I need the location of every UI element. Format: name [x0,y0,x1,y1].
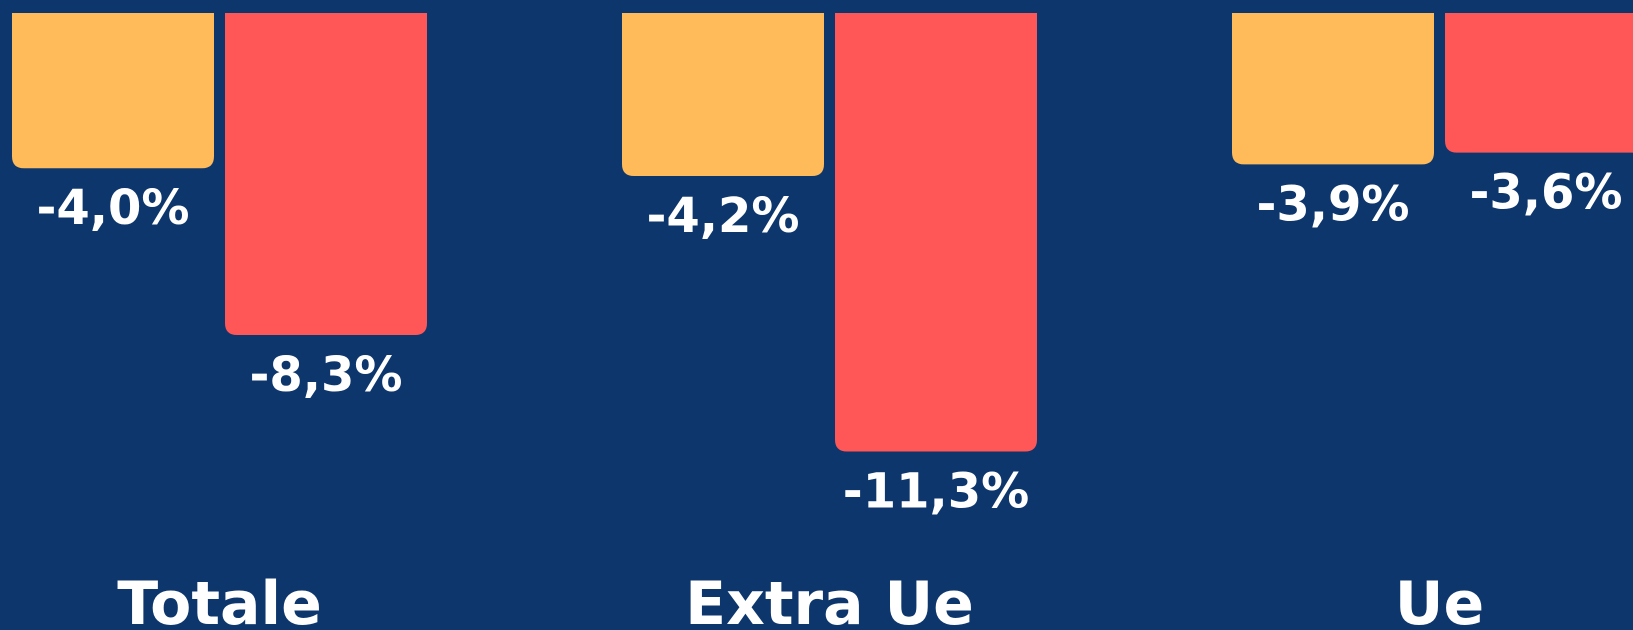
bar-ue-series-2 [1445,13,1633,153]
data-label-ue-series-2: -3,6% [1469,165,1622,221]
bar-totale-series-2 [225,13,427,336]
category-label-extra-ue: Extra Ue [685,569,974,626]
data-label-ue-series-1: -3,9% [1256,176,1409,232]
category-label-ue: Ue [1395,569,1484,626]
bar-extra-ue-series-2 [835,13,1037,452]
bar-extra-ue-series-1 [622,13,824,176]
data-label-extra-ue-series-1: -4,2% [646,188,799,244]
data-label-totale-series-2: -8,3% [249,347,402,403]
data-label-extra-ue-series-2: -11,3% [843,463,1029,519]
category-label-totale: Totale [117,569,322,626]
bar-ue-series-1 [1232,13,1434,165]
bar-totale-series-1 [12,13,214,169]
data-label-totale-series-1: -4,0% [36,180,189,236]
